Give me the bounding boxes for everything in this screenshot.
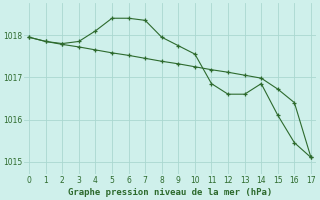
X-axis label: Graphe pression niveau de la mer (hPa): Graphe pression niveau de la mer (hPa): [68, 188, 272, 197]
